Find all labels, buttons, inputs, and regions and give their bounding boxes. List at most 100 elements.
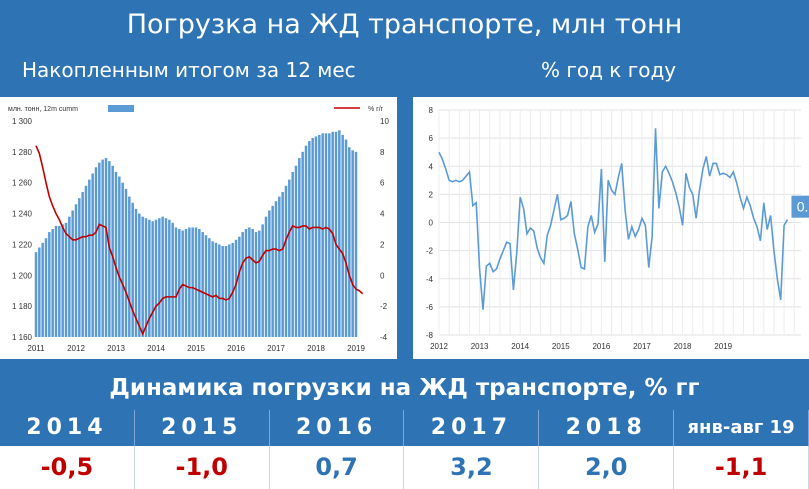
x-tick-label: 2011 [27,344,45,353]
bar [74,204,78,337]
bar [191,227,194,337]
bar [41,242,44,337]
bar [238,236,241,337]
x-tick-label: 2012 [67,344,85,353]
x-tick-label: 2016 [592,342,610,351]
y-tick-label: -4 [426,275,434,284]
x-tick-label: 2014 [147,344,165,353]
bar [254,232,258,337]
bar [124,188,128,337]
bar [158,218,161,337]
bar [101,159,104,337]
left-chart-subtitle: Накопленным итогом за 12 мес [22,58,356,82]
bar [84,185,88,337]
right-chart-subtitle: % год к году [541,58,677,82]
y-left-tick-label: 1 160 [12,333,33,342]
bar [114,171,118,337]
bar [44,238,48,337]
y-left-tick-label: 1 280 [12,148,33,157]
y-right-tick-label: 10 [380,117,389,126]
y-right-tick-label: -2 [380,302,388,311]
y-right-tick-label: -4 [380,333,388,342]
y-right-tick-label: 4 [380,210,385,219]
y-right-tick-label: 6 [380,179,385,188]
bar [228,244,231,337]
bar [144,218,148,337]
value-cell: -1,0 [135,446,270,489]
x-tick-label: 2017 [267,344,285,353]
bar [151,221,154,337]
value-cell: 3,2 [404,446,540,489]
x-tick-label: 2019 [347,344,365,353]
legend-line-label: % г/г [368,106,384,113]
bar [81,191,84,337]
bar [258,230,261,337]
table-title: Динамика погрузки на ЖД транспорте, % гг [109,375,700,401]
bar [54,225,58,337]
bar [294,165,298,337]
x-tick-label: 2018 [307,344,325,353]
bar [351,150,354,337]
bar [214,242,218,337]
bar [341,134,344,337]
year-cell: 2015 [135,410,270,446]
page-title: Погрузка на ЖД транспорте, млн тонн [126,9,683,40]
bar [324,133,328,337]
bar [224,245,228,337]
year-cell: янв-авг 19 [674,410,809,446]
bar [131,202,134,337]
bar [221,245,224,337]
bar [318,134,321,337]
x-tick-label: 2019 [714,342,732,351]
bar [301,151,304,337]
bar [184,229,188,337]
bar [264,216,268,337]
last-value-label: 0.2 [797,199,809,215]
y-tick-label: 8 [429,106,434,115]
bar [154,219,158,337]
bar [271,205,274,337]
bar [311,137,314,337]
bar [211,241,214,337]
yoy-chart: -8 -6 -4 -2 0 2 4 6 8 2012 2013 2014 2015 2016 2017 201… [426,106,809,351]
bar [298,158,301,337]
y-left-tick-label: 1 300 [12,117,33,126]
y-tick-label: -2 [426,247,434,256]
bar [234,239,238,337]
bar [128,196,131,337]
bar [268,210,271,337]
bar [118,176,121,337]
bar [64,222,68,337]
bar [188,227,191,337]
bar [164,218,168,337]
bar [261,224,264,337]
bar [34,252,38,337]
bar [321,133,324,337]
bar [71,210,74,337]
bar [58,225,61,337]
x-tick-label: 2018 [674,342,692,351]
bar [91,173,94,337]
y-right-tick-label: 8 [380,148,385,157]
bar [241,232,244,337]
year-cell: 2014 [0,410,135,446]
bar [328,133,331,337]
bar [308,141,311,337]
bar [208,238,211,337]
bar [121,182,124,337]
bar [98,162,101,337]
year-cell: 2016 [270,410,405,446]
bar [314,136,318,337]
bar [134,208,138,337]
bar [218,244,221,337]
x-tick-label: 2013 [107,344,125,353]
y-right-tick-label: 2 [380,240,385,249]
bar [148,219,151,337]
table-values-row: -0,5 -1,0 0,7 3,2 2,0 -1,1 [0,446,809,489]
y-tick-label: 2 [429,190,434,199]
x-tick-label: 2015 [552,342,570,351]
y-left-tick-label: 1 200 [12,271,33,280]
x-tick-label: 2017 [633,342,651,351]
y-tick-label: 0 [429,219,434,228]
